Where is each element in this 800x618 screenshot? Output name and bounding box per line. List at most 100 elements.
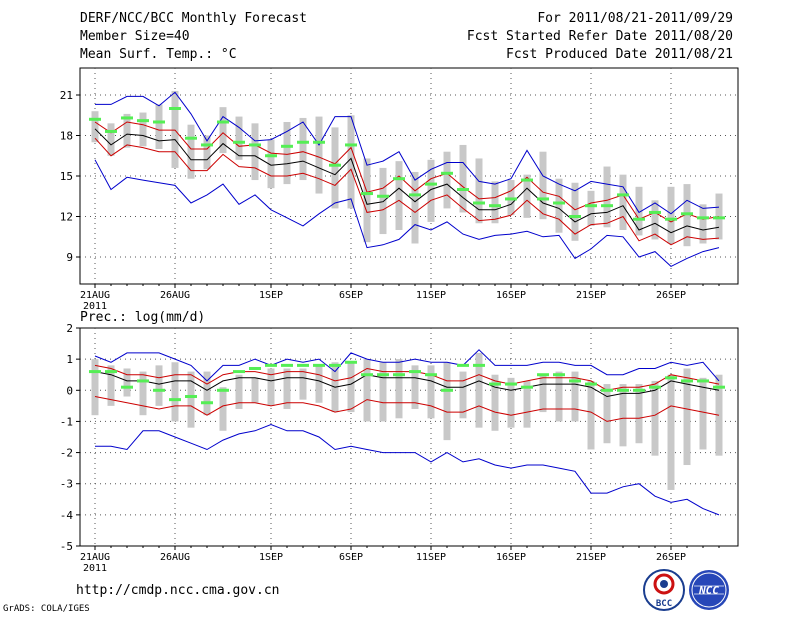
temp-plot-frame (79, 67, 739, 285)
prec-ensemble-bar (235, 374, 243, 409)
temp-median-mark (601, 204, 613, 208)
prec-ytick-label: -4 (60, 509, 74, 522)
prec-spread-lower-line (94, 396, 720, 422)
temp-ytick-label: 15 (60, 170, 73, 183)
temp-xtick-label: 21AUG (80, 290, 110, 301)
temp-ensemble-bar (331, 127, 339, 209)
prec-xtick-label: 21SEP (576, 552, 606, 563)
temp-median-mark (713, 216, 725, 220)
temp-median-mark (489, 204, 501, 208)
prec-ensemble-bar (283, 368, 291, 409)
temp-median-mark (505, 197, 517, 201)
temp-spread-upper-line (94, 121, 720, 223)
prec-median-mark (201, 401, 213, 405)
temp-median-mark (249, 143, 261, 147)
prec-xtick-label: 11SEP (416, 552, 446, 563)
prec-median-mark (377, 373, 389, 377)
prec-median-mark (105, 370, 117, 374)
precip-panel-title: Prec.: log(mm/d) (80, 310, 206, 325)
variable-label: Mean Surf. Temp.: °C (80, 47, 237, 62)
prec-median-mark (601, 388, 613, 392)
prec-ensemble-bar (411, 365, 419, 409)
temp-median-mark (201, 143, 213, 147)
temp-ensemble-bar (635, 186, 643, 236)
prec-median-mark (569, 379, 581, 383)
temp-median-mark (121, 116, 133, 120)
temp-xtick-label: 26SEP (656, 290, 686, 301)
prec-ensemble-bar (107, 365, 115, 406)
source-url[interactable]: http://cmdp.ncc.cma.gov.cn (76, 583, 280, 598)
prec-median-mark (217, 388, 229, 392)
temp-ensemble-bar (187, 124, 195, 179)
prec-ensemble-bar (667, 374, 675, 490)
temp-ensemble-bar (171, 90, 179, 168)
temp-median-mark (105, 129, 117, 133)
temp-ensemble-bar (459, 144, 467, 213)
temp-min-line (94, 159, 720, 268)
temp-ensemble-bar (267, 139, 275, 189)
temp-ensemble-bar (363, 158, 371, 243)
temp-xtick-label: 6SEP (339, 290, 363, 301)
temp-median-mark (473, 201, 485, 205)
temp-ensemble-bar (411, 171, 419, 244)
temp-ensemble-bar (571, 182, 579, 241)
temp-median-mark (457, 188, 469, 191)
prec-xtick-label: 26AUG (160, 552, 190, 563)
temp-median-mark (281, 144, 293, 148)
temp-median-mark (585, 204, 597, 208)
prec-median-mark (697, 379, 709, 383)
prec-ensemble-bar (539, 374, 547, 413)
temp-median-mark (649, 210, 661, 214)
temp-median-mark (537, 197, 549, 201)
prec-ensemble-bar (155, 365, 163, 406)
temp-ensemble-bar (427, 159, 435, 222)
prec-median-mark (665, 376, 677, 380)
prec-ensemble-bar (123, 368, 131, 397)
prec-ensemble-bar (491, 374, 499, 431)
temp-xtick-label: 11SEP (416, 290, 446, 301)
temp-median-mark (89, 117, 101, 121)
temp-ensemble-bar (539, 151, 547, 220)
prec-ensemble-bar (683, 368, 691, 466)
temp-median-mark (137, 119, 149, 123)
temp-median-mark (217, 120, 229, 124)
ncc-logo: NCC (686, 568, 732, 612)
prec-median-mark (537, 373, 549, 377)
temp-ensemble-bar (619, 174, 627, 230)
temp-ensemble-bar (347, 115, 355, 209)
prec-median-mark (489, 382, 501, 386)
temp-ensemble-bar (123, 113, 131, 148)
bcc-logo-text: BCC (656, 599, 672, 609)
prec-median-mark (345, 360, 357, 364)
temp-median-mark (665, 217, 677, 221)
temp-ensemble-bar (91, 111, 99, 143)
prec-ensemble-bar (507, 377, 515, 428)
prec-xtick-label: 16SEP (496, 552, 526, 563)
prec-median-mark (281, 363, 293, 367)
temp-median-mark (169, 107, 181, 110)
prec-ytick-label: 1 (66, 353, 73, 366)
prec-median-mark (393, 373, 405, 377)
temp-median-mark (233, 140, 245, 144)
prec-median-mark (153, 388, 165, 392)
grads-credit: GrADS: COLA/IGES (3, 604, 90, 614)
temp-ensemble-bar (379, 167, 387, 235)
temp-median-mark (345, 143, 357, 147)
prec-ensemble-bar (523, 380, 531, 428)
prec-median-mark (361, 373, 373, 377)
prec-median-mark (713, 385, 725, 389)
temp-median-mark (265, 154, 277, 158)
temp-ensemble-bar (555, 178, 563, 233)
prec-max-line (94, 349, 720, 382)
produced-date-label: Fcst Produced Date 2011/08/21 (506, 47, 733, 62)
temp-ensemble-bar (667, 186, 675, 244)
prec-ensemble-bar (187, 371, 195, 428)
prec-ytick-label: 2 (66, 322, 73, 335)
temp-median-mark (313, 140, 325, 144)
temp-ensemble-bar (651, 200, 659, 240)
prec-median-mark (505, 382, 517, 386)
prec-plot-frame (79, 327, 739, 547)
temp-ensemble-bar (155, 104, 163, 149)
prec-ensemble-bar (475, 352, 483, 428)
temp-median-mark (617, 193, 629, 197)
